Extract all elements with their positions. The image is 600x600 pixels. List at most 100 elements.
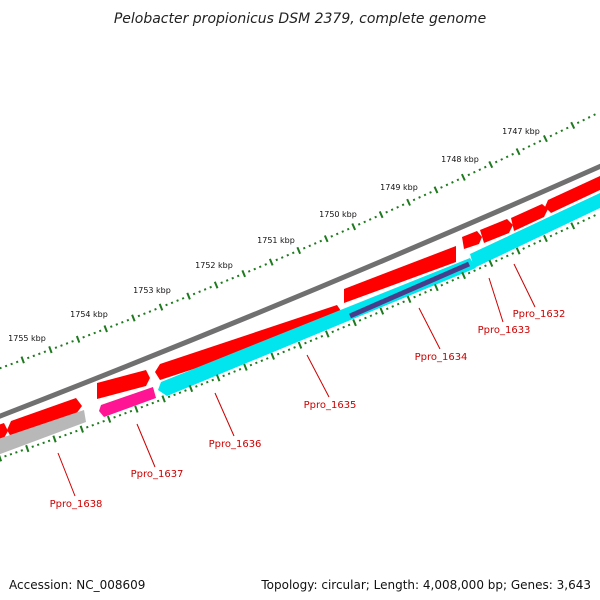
outer-tick <box>93 331 96 335</box>
kbp-labels: 1747 kbp 1748 kbp 1749 kbp 1750 kbp 1751… <box>8 127 540 343</box>
outer-tick <box>542 135 548 143</box>
kbp-label-1751: 1751 kbp <box>257 236 295 245</box>
outer-tick <box>32 354 36 358</box>
inner-tick <box>445 281 449 285</box>
outer-tick <box>308 244 312 248</box>
outer-tick <box>461 173 466 181</box>
outer-tick <box>87 333 91 337</box>
outer-tick <box>10 362 13 366</box>
inner-tick <box>576 221 580 225</box>
outer-tick <box>488 160 494 169</box>
inner-tick <box>511 252 515 255</box>
inner-tick <box>265 357 269 360</box>
outer-tick <box>456 178 460 182</box>
outer-tick <box>38 352 41 356</box>
inner-tick <box>52 435 57 443</box>
forward-cds-arrow <box>97 370 150 399</box>
outer-tick <box>587 116 591 119</box>
outer-tick <box>319 239 323 243</box>
outer-tick <box>154 308 157 311</box>
outer-tick <box>390 208 394 212</box>
outer-tick <box>549 134 553 138</box>
inner-tick <box>358 319 362 322</box>
outer-tick <box>302 246 306 250</box>
forward-cds-arrow <box>511 204 548 231</box>
outer-tick <box>203 288 207 291</box>
inner-tick <box>233 370 236 373</box>
outer-tick <box>433 186 439 194</box>
outer-tick <box>511 152 514 156</box>
inner-tick <box>188 384 194 393</box>
reverse-strand-features <box>0 193 600 455</box>
gray-feature-arrow <box>0 410 86 455</box>
inner-tick <box>495 259 498 263</box>
inner-tick <box>402 300 405 304</box>
inner-tick <box>543 234 548 243</box>
outer-tick <box>82 335 85 339</box>
outer-tick <box>505 155 509 159</box>
outer-tick <box>65 342 69 345</box>
outer-tick <box>264 263 268 266</box>
outer-tick <box>385 210 388 214</box>
inner-tick <box>342 325 345 329</box>
outer-tick <box>253 267 257 271</box>
outer-tick <box>75 335 81 343</box>
kbp-label-1749: 1749 kbp <box>380 183 418 192</box>
navy-feature-bar <box>348 261 471 319</box>
outer-tick <box>401 203 405 207</box>
outer-tick <box>98 329 102 333</box>
inner-tick <box>42 441 45 445</box>
inner-tick <box>593 214 596 217</box>
inner-tick <box>467 271 471 275</box>
outer-tick <box>60 344 63 347</box>
outer-tick <box>103 325 108 333</box>
inner-tick <box>129 409 133 413</box>
gene-label-1634: Ppro_1634 <box>415 352 468 363</box>
inner-tick <box>369 314 373 318</box>
inner-tick <box>20 449 24 452</box>
forward-cds-arrow <box>462 231 482 249</box>
gene-label-1632: Ppro_1632 <box>513 309 566 320</box>
outer-tick <box>341 230 345 233</box>
inner-tick <box>538 239 542 243</box>
inner-tick <box>293 346 296 349</box>
inner-tick <box>178 391 182 394</box>
inner-tick <box>276 352 280 356</box>
inner-tick <box>461 271 466 280</box>
inner-tick <box>413 295 416 299</box>
inner-tick <box>140 405 144 409</box>
inner-tick <box>0 454 3 462</box>
outer-tick <box>440 186 443 189</box>
outer-tick <box>351 223 357 231</box>
inner-tick <box>347 323 351 327</box>
pink-feature-arrow <box>99 387 156 417</box>
outer-tick <box>286 253 290 257</box>
inner-tick <box>309 339 313 343</box>
outer-tick <box>368 218 372 221</box>
kbp-label-1748: 1748 kbp <box>441 155 479 164</box>
inner-tick <box>85 425 89 429</box>
outer-tick <box>268 258 274 266</box>
gene-label-1635: Ppro_1635 <box>304 400 357 411</box>
reverse-cds-arrow <box>158 258 476 396</box>
outer-tick <box>593 113 596 117</box>
outer-tick <box>330 234 334 238</box>
outer-tick <box>478 168 482 172</box>
outer-tick <box>374 215 377 219</box>
inner-tick <box>79 425 84 433</box>
inner-tick <box>440 283 444 287</box>
inner-tick <box>587 216 591 220</box>
inner-tick <box>424 291 427 294</box>
outer-tick <box>170 301 174 305</box>
outer-tick <box>357 223 361 226</box>
outer-tick <box>378 211 384 219</box>
inner-tick <box>396 302 400 306</box>
inner-tick <box>418 293 422 297</box>
outer-tick <box>192 292 196 296</box>
inner-tick <box>505 254 509 258</box>
inner-tick <box>64 433 67 437</box>
outer-tick <box>494 160 498 164</box>
inner-tick <box>549 234 553 238</box>
gene-leader-line <box>57 452 76 497</box>
forward-cds-arrow <box>344 246 456 303</box>
